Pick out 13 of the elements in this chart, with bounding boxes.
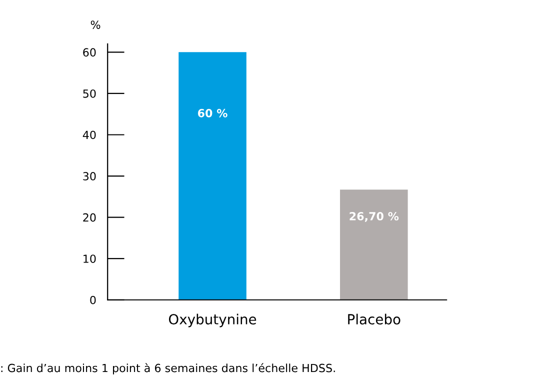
data-label: 26,70 %	[350, 212, 399, 222]
y-axis-title: %	[90, 20, 100, 29]
y-tick-label: 0	[90, 296, 96, 304]
x-tick-label: Oxybutynine	[168, 314, 256, 328]
y-tick-label: 60	[83, 48, 96, 57]
data-label: 60 %	[198, 108, 228, 118]
y-tick-label: 10	[84, 254, 96, 263]
y-tick-label: 40	[82, 130, 96, 140]
y-tick-label: 50	[83, 89, 96, 98]
y-tick-label: 20	[83, 213, 96, 222]
text: : Gain d’au moins 1 point à 6 semaines dans l’échelle HDSS.	[1, 363, 335, 374]
x-tick-label: Placebo	[348, 314, 400, 325]
y-tick-label: 30	[83, 172, 96, 180]
